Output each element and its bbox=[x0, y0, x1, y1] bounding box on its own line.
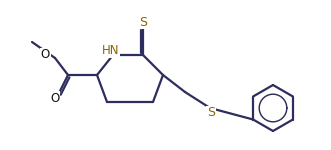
Text: O: O bbox=[41, 48, 50, 62]
Text: HN: HN bbox=[102, 45, 120, 57]
Text: O: O bbox=[50, 92, 60, 105]
Text: S: S bbox=[139, 15, 147, 28]
Text: S: S bbox=[207, 106, 215, 120]
